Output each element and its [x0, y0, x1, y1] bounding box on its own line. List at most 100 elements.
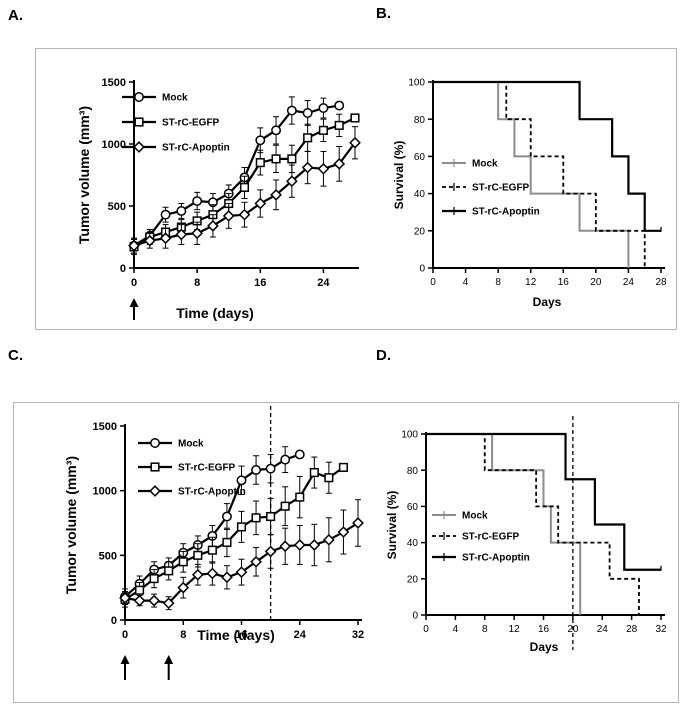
chart-b-y-tick-label: 40 [414, 189, 426, 200]
chart-a-point-st-rc-apoptin [254, 197, 267, 210]
chart-d-y-tick-label: 100 [401, 430, 418, 441]
chart-c-x-tick-label: 8 [180, 629, 186, 641]
chart-a-point-st-rc-apoptin [238, 208, 251, 221]
chart-c-point-st-rc-apoptin [323, 533, 335, 546]
chart-a-point-st-rc-apoptin [270, 188, 282, 201]
chart-c-point-st-rc-egfp [222, 537, 232, 547]
chart-d-y-tick-label: 40 [407, 538, 419, 549]
chart-a-point-mock [271, 125, 282, 136]
chart-a-y-tick-label: 0 [120, 263, 126, 275]
chart-a-treatment-arrow-head [129, 298, 139, 307]
chart-a-point-st-rc-egfp [303, 133, 313, 143]
chart-a-point-mock [176, 206, 187, 216]
chart-c-point-st-rc-apoptin [279, 540, 292, 553]
panel-letter-a: A. [8, 7, 23, 24]
chart-c-legend-label-st-rc-apoptin: ST-rC-Apoptin [178, 487, 246, 498]
chart-a-x-tick-label: 0 [131, 277, 137, 289]
chart-c-legend-marker-st-rc-apoptin [149, 485, 161, 497]
chart-a-point-st-rc-apoptin [175, 228, 188, 241]
chart-a-point-mock [318, 103, 329, 113]
chart-b-survival-step-st-rc-apoptin [433, 80, 661, 232]
chart-a-point-st-rc-apoptin [285, 175, 298, 188]
chart-c-point-st-rc-apoptin [162, 597, 175, 610]
chart-c-point-mock [221, 511, 232, 522]
chart-a-point-mock [255, 135, 266, 146]
chart-c-legend-label-mock: Mock [178, 439, 204, 450]
chart-c-point-st-rc-egfp [338, 462, 348, 472]
chart-b-y-tick-label: 80 [414, 115, 426, 126]
chart-d-y-title: Survival (%) [385, 491, 399, 560]
chart-d-y-tick-label: 0 [412, 611, 418, 622]
chart-a-point-st-rc-apoptin [143, 234, 156, 247]
chart-c-point-st-rc-apoptin [337, 526, 350, 538]
chart-c-x-tick-label: 32 [352, 629, 364, 641]
chart-c-y-tick-label: 0 [111, 615, 117, 627]
chart-b-legend-label-st-rc-egfp: ST-rC-EGFP [472, 183, 530, 194]
chart-c-point-st-rc-apoptin [352, 517, 364, 529]
chart-c-y-title: Tumor volume (mm³) [63, 456, 79, 594]
chart-c-point-st-rc-apoptin [221, 571, 233, 584]
chart-c-point-st-rc-egfp [309, 468, 319, 478]
chart-d-legend-label-st-rc-apoptin: ST-rC-Apoptin [462, 553, 530, 564]
chart-a-point-st-rc-apoptin [349, 136, 361, 149]
chart-a-x-tick-label: 8 [194, 277, 200, 289]
panel-letter-d: D. [376, 347, 391, 364]
chart-a-point-st-rc-apoptin [207, 219, 219, 232]
chart-a-point-mock [334, 100, 345, 111]
panel-frame-top [35, 48, 677, 330]
chart-a-y-tick-label: 1000 [102, 139, 126, 151]
chart-d-survival-step-mock [426, 433, 582, 615]
chart-b-y-tick-label: 60 [414, 152, 426, 163]
panel-letter-c: C. [8, 347, 23, 364]
chart-d: 0 4 8 12 16 20 24 28 32020406080100DaysSurvival … [385, 416, 667, 654]
chart-c-x-tick-label: 16 [235, 629, 247, 641]
chart-c-point-st-rc-apoptin [235, 566, 248, 579]
chart-c-legend-marker-mock [150, 438, 160, 448]
chart-a-x-title: Time (days) [176, 305, 254, 321]
chart-c-point-st-rc-egfp [207, 545, 217, 555]
chart-c-point-st-rc-egfp [236, 522, 247, 532]
chart-c-point-st-rc-apoptin [133, 594, 146, 607]
chart-c-point-mock [280, 454, 291, 465]
chart-a-point-st-rc-apoptin [159, 232, 172, 245]
chart-c: 0 8 16 24 32 0 500 1000 1500 Time (days) Tumor vol… [63, 406, 364, 680]
chart-b-legend-label-mock: Mock [472, 159, 498, 170]
chart-b-y-tick-label: 20 [414, 226, 426, 237]
chart-c-point-st-rc-apoptin [206, 567, 219, 580]
chart-c-treatment-arrow-head [164, 655, 174, 664]
chart-b-legend-label-st-rc-apoptin: ST-rC-Apoptin [472, 207, 540, 218]
chart-d-x-tick-label: 4 [453, 624, 459, 635]
chart-d-x-tick-label: 32 [655, 624, 667, 635]
chart-b-survival-step-mock [433, 81, 630, 268]
chart-c-y-tick-label: 500 [99, 550, 117, 562]
chart-a-point-st-rc-apoptin [333, 157, 346, 170]
panel-letter-b: B. [376, 5, 391, 22]
chart-c-point-st-rc-apoptin [308, 539, 321, 551]
chart-a-point-st-rc-apoptin [222, 210, 235, 222]
chart-c-series-line-st-rc-egfp [124, 466, 345, 601]
chart-d-legend-label-mock: Mock [462, 511, 488, 522]
chart-d-y-tick-label: 80 [407, 466, 419, 477]
chart-b-x-tick-label: 24 [623, 277, 635, 288]
chart-b-x-tick-label: 28 [655, 277, 667, 288]
chart-b: 0 4 8 12 16 20 24 28 0 20 40 60 80 100 Days Survival (%… [392, 78, 667, 309]
chart-b-x-tick-label: 8 [495, 277, 501, 288]
chart-c-point-mock [251, 465, 262, 475]
chart-c-point-st-rc-egfp [266, 511, 276, 522]
chart-a-x-tick-label: 16 [254, 277, 266, 289]
chart-a-point-st-rc-apoptin [301, 161, 314, 174]
chart-b-x-tick-label: 20 [590, 277, 602, 288]
chart-b-survival-step-st-rc-egfp [433, 81, 646, 268]
chart-c-point-mock [265, 463, 276, 474]
chart-c-point-mock [294, 449, 305, 460]
chart-d-y-tick-label: 60 [407, 502, 419, 513]
chart-d-x-tick-label: 24 [597, 624, 609, 635]
chart-c-point-st-rc-egfp [193, 550, 203, 560]
chart-a-point-st-rc-egfp [350, 113, 360, 123]
chart-a-point-mock [302, 108, 313, 118]
chart-a-y-title: Tumor volume (mm³) [76, 106, 92, 244]
chart-c-point-st-rc-apoptin [250, 555, 262, 568]
chart-d-x-tick-label: 16 [538, 624, 550, 635]
chart-d-x-tick-label: 28 [626, 624, 638, 635]
chart-c-legend-marker-st-rc-egfp [150, 462, 160, 472]
